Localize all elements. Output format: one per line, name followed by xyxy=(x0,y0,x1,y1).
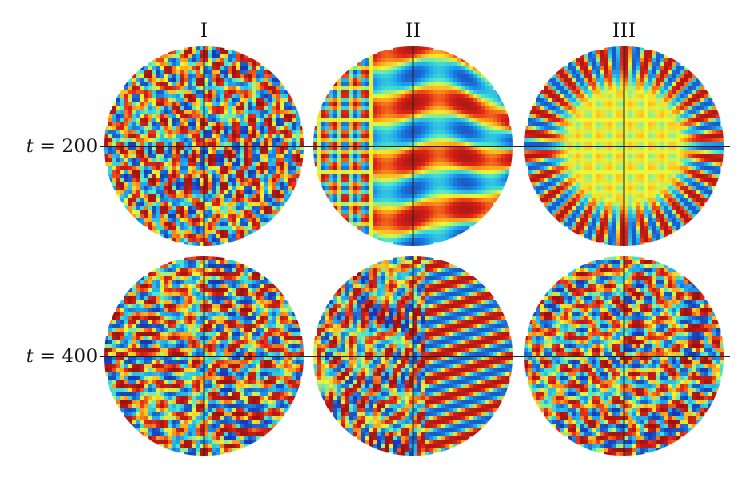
sphere-III-t200-field xyxy=(524,46,724,246)
sphere-I-t200-field xyxy=(104,46,304,246)
row-label-eq: = 400 xyxy=(39,345,98,367)
row-label-t400: t = 400 xyxy=(26,345,98,367)
column-label-II: II xyxy=(405,18,421,42)
sphere-I-t400 xyxy=(104,256,304,456)
sphere-II-t200 xyxy=(313,46,513,246)
sphere-II-t200-field xyxy=(313,46,513,246)
column-label-III: III xyxy=(612,18,636,42)
sphere-III-t400 xyxy=(524,256,724,456)
sphere-II-t400-field xyxy=(313,256,513,456)
sphere-II-t400 xyxy=(313,256,513,456)
column-label-I: I xyxy=(200,18,208,42)
sphere-III-t400-field xyxy=(524,256,724,456)
row-label-var: t xyxy=(26,345,34,367)
row-label-eq: = 200 xyxy=(39,135,98,157)
horizontal-axis-row1 xyxy=(100,146,730,147)
horizontal-axis-row2 xyxy=(100,356,730,357)
sphere-III-t200 xyxy=(524,46,724,246)
sphere-I-t400-field xyxy=(104,256,304,456)
row-label-t200: t = 200 xyxy=(26,135,98,157)
sphere-I-t200 xyxy=(104,46,304,246)
row-label-var: t xyxy=(26,135,34,157)
